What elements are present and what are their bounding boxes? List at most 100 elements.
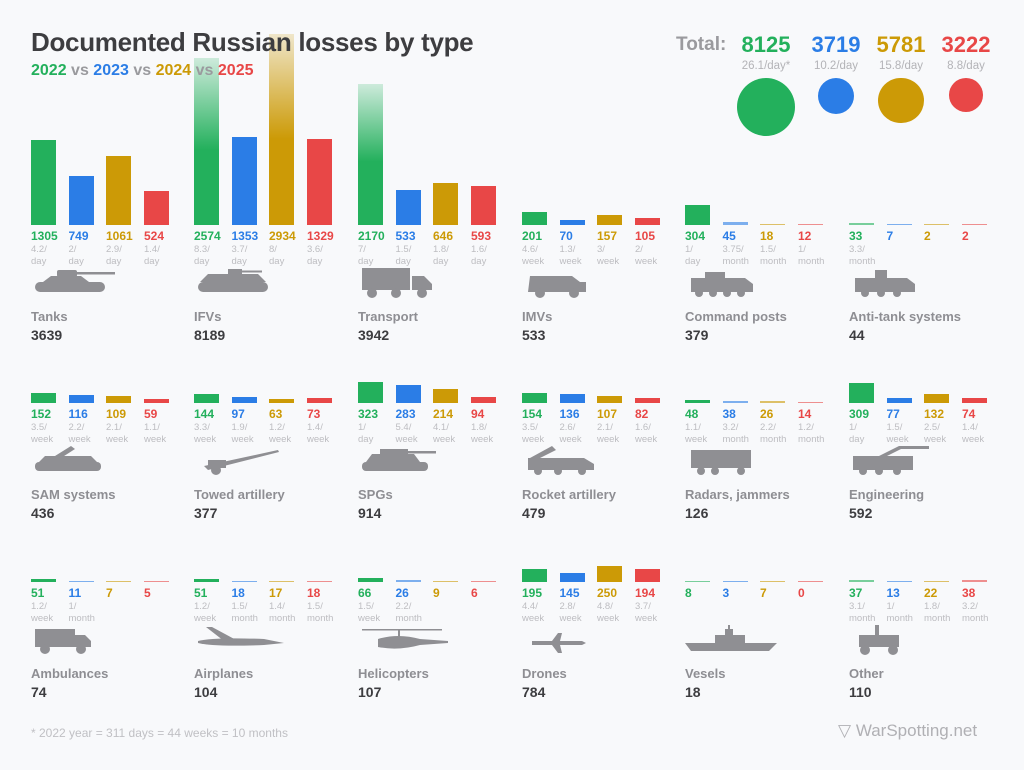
category-name: Airplanes <box>194 666 254 681</box>
category-total: 3942 <box>358 327 390 343</box>
anti-tank-icon <box>849 268 944 305</box>
rate-unit: month <box>307 613 334 624</box>
rate-value: 1.1/ <box>144 422 160 433</box>
bar-value-2025: 524 <box>144 229 165 243</box>
rate-unit: week <box>924 434 947 445</box>
bar-2022 <box>31 578 56 582</box>
rate-unit: month <box>849 256 876 267</box>
rate-value: 1.4/ <box>307 422 323 433</box>
category-name: Engineering <box>849 487 925 502</box>
bar-2025 <box>307 138 332 225</box>
bar-value-2022: 2574 <box>194 229 221 243</box>
rate-value: 2/ <box>68 244 77 255</box>
rate-2022: 4.6/week <box>522 244 544 268</box>
rate-unit: week <box>962 434 985 445</box>
category-total: 379 <box>685 327 709 343</box>
bar-value-2023: 283 <box>395 407 416 421</box>
category-total: 3639 <box>31 327 63 343</box>
rate-value: 3.2/ <box>962 601 978 612</box>
rate-value: 1.4/ <box>962 422 978 433</box>
total-value-2022: 8125 <box>741 32 791 57</box>
logo-text: WarSpotting.net <box>855 721 978 740</box>
rate-2025: 3.6/day <box>307 244 323 268</box>
legend-separator: vs <box>133 62 152 79</box>
bar-2024 <box>924 224 949 225</box>
bar-value-2022: 152 <box>31 407 52 421</box>
bar-value-2024: 107 <box>597 407 618 421</box>
total-rate-2023: 10.2/day <box>813 60 859 72</box>
rate-value: 3.6/ <box>307 244 323 255</box>
bar-2025 <box>307 580 332 582</box>
rate-2025: 1.4/week <box>307 422 329 446</box>
bar-2023 <box>231 137 257 225</box>
rate-value: 1.5/ <box>358 601 374 612</box>
rate-unit: week <box>471 434 494 445</box>
helicopter-icon <box>358 625 453 662</box>
ifv-icon <box>194 268 289 305</box>
rocket-artillery-icon <box>522 446 617 483</box>
bar-2022 <box>522 392 547 403</box>
spg-icon <box>358 446 453 483</box>
rate-value: 3.3/ <box>849 244 865 255</box>
rate-2022: 3.5/week <box>522 422 544 446</box>
bar-2024 <box>106 395 131 403</box>
bar-value-2024: 132 <box>924 407 945 421</box>
rate-2023: 1/month <box>69 601 95 625</box>
rate-2022: 1.5/week <box>358 601 380 625</box>
rate-unit: week <box>231 434 254 445</box>
rate-2024: 2.2/month <box>760 422 786 446</box>
category-name: Ambulances <box>31 666 109 681</box>
bar-value-2024: 2934 <box>269 229 296 243</box>
legend-2025: 2025 <box>217 62 254 79</box>
bar-2024 <box>433 581 458 582</box>
category-total: 479 <box>522 505 546 521</box>
bar-2025 <box>144 399 169 403</box>
total-circle-2025 <box>949 78 983 112</box>
vessel-icon <box>685 625 780 662</box>
bar-value-2023: 533 <box>395 229 416 243</box>
warspotting-logo[interactable]: ▽ WarSpotting.net <box>838 721 977 741</box>
rate-unit: day <box>31 256 47 267</box>
drone-icon <box>522 625 617 662</box>
bar-2025 <box>962 579 987 582</box>
bar-2023 <box>886 397 912 403</box>
bar-2024 <box>597 214 622 225</box>
rate-unit: month <box>760 434 787 445</box>
rate-value: 1.5/ <box>395 244 412 255</box>
bar-2022 <box>358 83 383 225</box>
rate-value: 3.5/ <box>522 422 538 433</box>
rate-value: 4.8/ <box>597 601 613 612</box>
bar-value-2023: 13 <box>886 586 900 600</box>
page-title: Documented Russian losses by type <box>31 27 474 57</box>
bar-value-2025: 12 <box>798 229 812 243</box>
bar-value-2022: 323 <box>358 407 379 421</box>
bar-value-2022: 195 <box>522 586 543 600</box>
bar-value-2024: 250 <box>597 586 618 600</box>
bar-value-2025: 73 <box>307 407 321 421</box>
rate-2025: 1.2/month <box>798 422 824 446</box>
bar-value-2025: 82 <box>635 407 649 421</box>
rate-unit: week <box>144 434 167 445</box>
bar-value-2023: 3 <box>722 586 730 600</box>
rate-unit: week <box>194 613 217 624</box>
category-name: Transport <box>358 309 418 324</box>
bar-2023 <box>722 222 748 225</box>
rate-value: 1.1/ <box>685 422 701 433</box>
rate-unit: week <box>68 434 91 445</box>
rate-unit: week <box>597 613 620 624</box>
bar-2022 <box>31 140 56 225</box>
rate-unit: day <box>685 256 701 267</box>
bar-2023 <box>68 176 94 225</box>
category-name: Command posts <box>685 309 787 324</box>
legend-2022: 2022 <box>31 62 67 79</box>
rate-unit: day <box>68 256 84 267</box>
bar-value-2022: 51 <box>194 586 208 600</box>
rate-value: 2.2/ <box>760 422 776 433</box>
truck-icon <box>358 268 453 305</box>
rate-value: 4.6/ <box>522 244 538 255</box>
rate-unit: week <box>433 434 456 445</box>
bar-2025 <box>962 398 987 403</box>
bar-2025 <box>798 402 823 403</box>
rate-value: 1.6/ <box>471 244 487 255</box>
bar-value-2023: 26 <box>395 586 409 600</box>
